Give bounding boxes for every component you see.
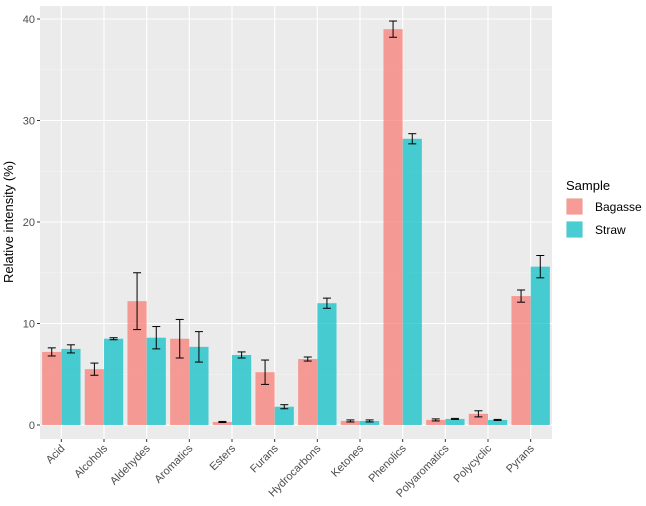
y-axis-title: Relative intensity (%)	[1, 161, 16, 283]
error-bar-straw-ketones	[365, 419, 374, 423]
bar-bagasse-furans	[255, 372, 275, 425]
bar-bagasse-pyrans	[511, 296, 531, 425]
error-bar-bagasse-aldehydes	[133, 272, 142, 331]
error-bar-bagasse-esters	[218, 420, 227, 423]
error-bar-straw-acid	[66, 344, 75, 354]
error-bar-straw-polyaromatics	[450, 417, 459, 420]
bar-straw-furans	[274, 406, 294, 425]
x-tick-label-phenolics: Phenolics	[367, 442, 410, 485]
error-bar-straw-hydrocarbons	[322, 297, 331, 309]
bar-bagasse-phenolics	[383, 29, 403, 426]
x-tick-label-furans: Furans	[248, 442, 281, 475]
error-bar-bagasse-polyaromatics	[431, 418, 440, 422]
error-bar-straw-aromatics	[194, 331, 203, 363]
bar-bagasse-aromatics	[170, 338, 190, 425]
error-bar-straw-aldehydes	[152, 326, 161, 350]
bar-straw-polycyclic	[488, 419, 508, 425]
error-bar-straw-furans	[280, 404, 289, 410]
error-bar-straw-esters	[237, 351, 246, 359]
bar-straw-acid	[61, 348, 81, 425]
bar-bagasse-alcohols	[84, 369, 104, 425]
error-bar-straw-pyrans	[536, 254, 545, 279]
x-tick-label-acid: Acid	[44, 443, 68, 467]
bar-straw-aldehydes	[146, 337, 166, 425]
error-bar-bagasse-furans	[261, 359, 270, 385]
error-bar-bagasse-alcohols	[90, 362, 99, 376]
bar-bagasse-polycyclic	[468, 413, 488, 425]
bar-straw-alcohols	[104, 338, 124, 425]
error-bar-bagasse-acid	[47, 347, 56, 357]
y-tick-label: 30	[23, 116, 35, 128]
x-tick-label-alcohols: Alcohols	[72, 442, 110, 480]
bar-straw-hydrocarbons	[317, 303, 337, 425]
bar-bagasse-ketones	[340, 420, 360, 425]
error-bar-bagasse-ketones	[346, 419, 355, 423]
bar-bagasse-polyaromatics	[426, 419, 446, 425]
error-bar-straw-alcohols	[109, 337, 118, 341]
error-bar-straw-polycyclic	[493, 418, 502, 421]
y-tick-label: 10	[23, 319, 35, 331]
x-tick-label-polycyclic: Polycyclic	[451, 442, 494, 485]
legend-swatch-straw	[566, 221, 583, 238]
bar-bagasse-acid	[42, 351, 62, 425]
bar-straw-esters	[232, 354, 252, 425]
x-tick-label-aromatics: Aromatics	[152, 442, 195, 485]
y-tick-label: 0	[29, 420, 35, 432]
bar-straw-aromatics	[189, 346, 209, 425]
bar-straw-phenolics	[402, 138, 422, 425]
legend: Sample Bagasse Straw	[566, 178, 642, 238]
x-tick-label-ketones: Ketones	[329, 442, 366, 479]
legend-label-bagasse: Bagasse	[595, 200, 642, 214]
error-bar-bagasse-polycyclic	[474, 410, 483, 418]
bar-straw-pyrans	[530, 266, 550, 425]
bar-straw-ketones	[360, 420, 380, 425]
legend-title: Sample	[566, 178, 610, 193]
error-bar-bagasse-hydrocarbons	[303, 356, 312, 362]
error-bar-bagasse-phenolics	[389, 20, 398, 38]
y-tick-label: 40	[23, 14, 35, 26]
y-tick-label: 20	[23, 217, 35, 229]
bar-bagasse-hydrocarbons	[298, 359, 318, 425]
legend-swatch-bagasse	[566, 198, 583, 215]
x-tick-label-aldehydes: Aldehydes	[108, 442, 153, 487]
error-bar-bagasse-aromatics	[175, 318, 184, 359]
x-tick-label-pyrans: Pyrans	[504, 442, 537, 475]
bar-straw-polyaromatics	[445, 418, 465, 425]
error-bar-straw-phenolics	[408, 133, 417, 145]
x-tick-label-esters: Esters	[208, 442, 239, 473]
legend-label-straw: Straw	[595, 223, 626, 237]
error-bar-bagasse-pyrans	[517, 289, 526, 303]
bar-bagasse-aldehydes	[127, 301, 147, 425]
bar-bagasse-esters	[212, 421, 232, 425]
